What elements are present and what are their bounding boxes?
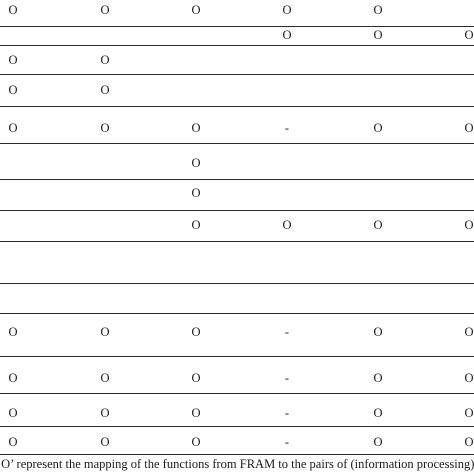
- table-cell: O: [464, 218, 474, 232]
- table-cell: O: [373, 3, 383, 17]
- table-rule: [0, 26, 474, 27]
- table-cell: O: [191, 218, 201, 232]
- table-cell: O: [8, 371, 18, 385]
- table-rule: [0, 241, 474, 242]
- table-cell: -: [284, 406, 290, 420]
- table-cell: O: [8, 435, 18, 449]
- table-cell: -: [284, 325, 290, 339]
- table-cell: -: [284, 121, 290, 135]
- table-cell: O: [100, 325, 110, 339]
- table-rule: [0, 356, 474, 357]
- table-cell: O: [191, 435, 201, 449]
- table-cell: O: [191, 156, 201, 170]
- table-cell: O: [373, 28, 383, 42]
- table-cell: O: [100, 3, 110, 17]
- table-cell: O: [8, 121, 18, 135]
- table-rule: [0, 426, 474, 427]
- table-cell: O: [8, 53, 18, 67]
- table-cell: O: [191, 406, 201, 420]
- table-cell: O: [282, 3, 292, 17]
- table-cell: O: [373, 406, 383, 420]
- table-cell: O: [464, 28, 474, 42]
- table-cell: O: [8, 406, 18, 420]
- table-cell: O: [373, 121, 383, 135]
- table-cell: O: [373, 218, 383, 232]
- table-cell: O: [191, 186, 201, 200]
- table-cell: -: [284, 435, 290, 449]
- table-cell: O: [464, 371, 474, 385]
- caption-text: ‘O’ represent the mapping of the functio…: [0, 457, 474, 471]
- table-cell: O: [100, 121, 110, 135]
- table-cell: O: [373, 371, 383, 385]
- table-cell: O: [191, 3, 201, 17]
- table-cell: O: [191, 325, 201, 339]
- table-cell: O: [464, 325, 474, 339]
- table-caption: ‘O’ represent the mapping of the functio…: [0, 456, 474, 474]
- table-cell: -: [284, 371, 290, 385]
- table-rule: [0, 143, 474, 144]
- table-cell: O: [100, 53, 110, 67]
- table-rule: [0, 45, 474, 46]
- table-rule: [0, 313, 474, 314]
- table-cell: O: [191, 121, 201, 135]
- table-cell: O: [8, 83, 18, 97]
- table-cell: O: [373, 325, 383, 339]
- table-rule: [0, 74, 474, 75]
- table-rule: [0, 454, 474, 455]
- table-cell: O: [282, 218, 292, 232]
- table-cell: O: [100, 435, 110, 449]
- table-rule: [0, 179, 474, 180]
- table-cell: O: [464, 435, 474, 449]
- table-cell: O: [100, 406, 110, 420]
- table-rule: [0, 393, 474, 394]
- table-rule: [0, 210, 474, 211]
- table-cell: O: [100, 83, 110, 97]
- table-cell: O: [8, 3, 18, 17]
- table-cell: O: [464, 406, 474, 420]
- table-cell: O: [282, 28, 292, 42]
- table-cell: O: [8, 325, 18, 339]
- table-cell: O: [373, 435, 383, 449]
- table-rule: [0, 106, 474, 107]
- table-cell: O: [191, 371, 201, 385]
- table-cell: O: [464, 121, 474, 135]
- table-cell: O: [100, 371, 110, 385]
- table-rule: [0, 283, 474, 284]
